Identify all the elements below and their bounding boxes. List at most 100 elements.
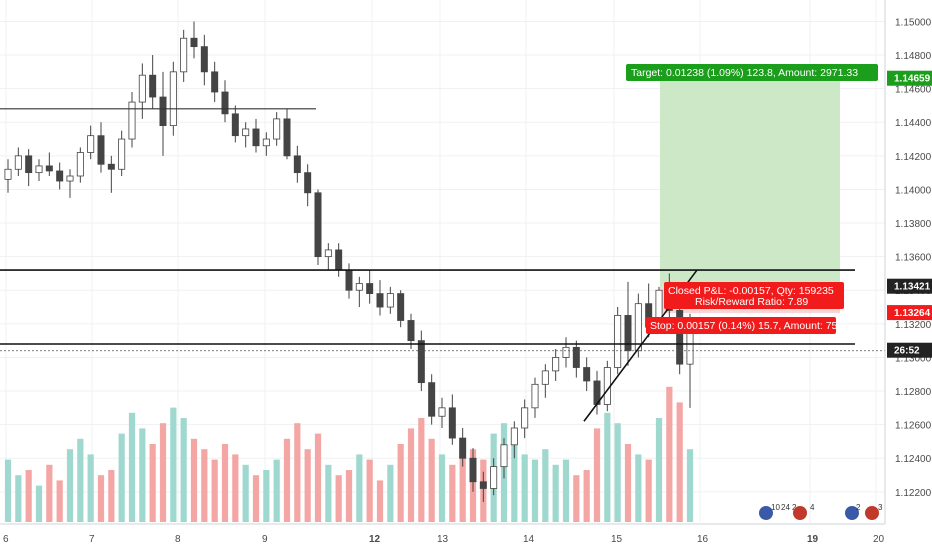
price-tick-label: 1.13000: [895, 353, 932, 364]
axis-bg: [885, 0, 932, 550]
price-tick-label: 1.13600: [895, 253, 932, 264]
candle-body: [4, 168, 12, 180]
pnl-label-text: Closed P&L: -0.00157, Qty: 159235: [668, 285, 834, 297]
time-tick-label: 14: [523, 534, 535, 545]
volume-bar: [531, 459, 539, 522]
candle-body: [490, 466, 498, 489]
candle-body: [676, 309, 684, 365]
price-axis[interactable]: 1.15000 1.14800 1.14600 1.14400 1.14200 1.140…: [884, 0, 932, 550]
event-extra: 2: [792, 503, 797, 512]
volume-bar: [159, 423, 167, 522]
candle-body: [149, 74, 157, 98]
volume-bar: [170, 407, 177, 522]
position-zones: [660, 78, 840, 314]
candle-body: [169, 71, 177, 126]
countdown-tag-bg: [887, 342, 932, 358]
volume-bar: [180, 418, 187, 522]
event-count: 2: [856, 503, 861, 512]
volume-bar: [511, 438, 518, 522]
target-label: Target: 0.01238 (1.09%) 123.8, Amount: 2…: [626, 64, 878, 81]
volume-bar: [418, 418, 425, 522]
volume-bar: [521, 454, 528, 522]
candle-body: [242, 128, 250, 137]
time-tick-label: 9: [262, 534, 268, 545]
volume-bar: [562, 459, 570, 522]
price-tick-label: 1.12200: [895, 488, 932, 499]
price-tick-label: 1.12600: [895, 421, 932, 432]
event-flag-icon: [793, 506, 807, 520]
stop-price-tag: 1.13264: [887, 305, 932, 321]
pnl-label-bg: [664, 282, 844, 309]
volume-bar: [46, 464, 53, 522]
time-tick-label: 6: [3, 534, 9, 545]
volume-bar: [252, 475, 260, 522]
volume-bar: [304, 449, 311, 522]
volume-bar: [87, 454, 94, 522]
volume-bar: [345, 470, 353, 522]
event-extra: 3: [878, 503, 883, 512]
volume-bar: [428, 438, 435, 522]
price-tick-label: 1.15000: [895, 17, 932, 28]
time-tick-label: 16: [697, 534, 709, 545]
volume-bar: [56, 480, 63, 522]
candle-body: [459, 437, 467, 459]
candle-body: [159, 96, 167, 127]
volume-bar: [387, 464, 394, 522]
candle-body: [283, 118, 291, 157]
countdown-tag: 26:52: [887, 342, 932, 358]
candle-body: [314, 192, 322, 258]
last-price-tag: 1.13421: [887, 278, 932, 294]
candle-body: [562, 346, 570, 358]
candle-body: [572, 346, 580, 368]
candle-body: [118, 138, 126, 170]
candle-body: [128, 101, 136, 140]
economic-events[interactable]: 10 24 2 4 2 3: [759, 503, 883, 520]
candle-body: [510, 427, 518, 446]
candle-body: [252, 128, 260, 147]
volume-bar: [552, 464, 559, 522]
candle-body: [200, 46, 208, 73]
event-flag-icon: [865, 506, 879, 520]
candle-body: [541, 370, 549, 385]
volume-bar: [366, 459, 373, 522]
volume-bar: [573, 475, 580, 522]
candle-body: [304, 172, 312, 194]
volume-bar: [407, 428, 415, 522]
volume-bar: [66, 449, 74, 522]
event-label: 24: [781, 503, 790, 512]
candle-body: [273, 118, 281, 140]
candle-body: [438, 407, 446, 417]
price-tick-label: 1.14000: [895, 185, 932, 196]
volume-bar: [25, 470, 32, 522]
volume-bar: [542, 449, 549, 522]
volume-bar: [376, 480, 384, 522]
stop-label: Stop: 0.00157 (0.14%) 15.7, Amount: 750: [646, 317, 843, 334]
event-group-1: 10 24 2 4: [759, 503, 815, 520]
candle-body: [180, 37, 188, 73]
time-tick-label: 19: [807, 534, 819, 545]
candle-body: [14, 155, 22, 170]
candle-body: [335, 249, 343, 271]
candle-body: [35, 165, 43, 174]
time-axis[interactable]: 6 7 8 9 12 13 14 15 16 19 20: [0, 523, 885, 545]
volume-bar: [593, 428, 601, 522]
volume-bar: [676, 402, 683, 522]
candle-body: [262, 138, 270, 147]
candle-body: [386, 293, 394, 308]
candle-body: [624, 315, 632, 352]
candle-body: [345, 269, 353, 291]
volume-bar: [139, 428, 146, 522]
volume-bar: [211, 459, 218, 522]
price-tick-label: 1.12800: [895, 387, 932, 398]
volume-bar: [645, 459, 652, 522]
stop-label-text: Stop: 0.00157 (0.14%) 15.7, Amount: 750: [650, 320, 843, 332]
volume-bar: [263, 470, 270, 522]
volume-bar: [273, 459, 280, 522]
candle-body: [407, 320, 415, 342]
candle-body: [469, 457, 477, 483]
candle-body: [417, 340, 425, 384]
candle-body: [56, 170, 64, 182]
time-tick-label: 15: [611, 534, 623, 545]
